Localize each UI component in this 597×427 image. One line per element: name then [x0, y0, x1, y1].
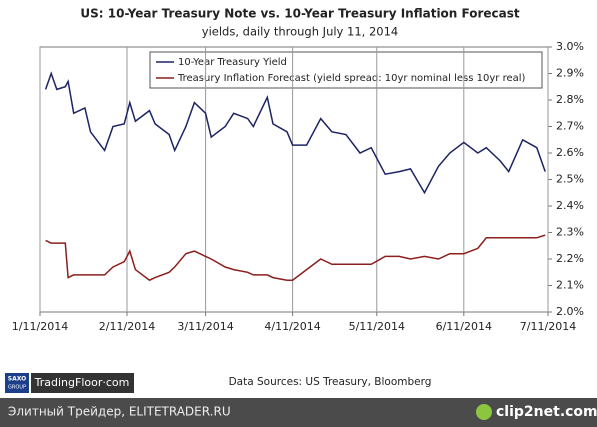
y-tick-label: 2.5%: [556, 173, 584, 186]
footer-icon: [476, 404, 492, 420]
y-tick-label: 2.6%: [556, 146, 584, 159]
footer-watermark: clip2net.com: [496, 404, 597, 420]
y-tick-label: 2.4%: [556, 199, 584, 212]
series-line: [44, 71, 546, 195]
x-tick-label: 5/11/2014: [349, 320, 405, 333]
logo-text: SAXO: [8, 376, 26, 383]
site-name: TradingFloor·com: [34, 376, 130, 389]
chart-title: US: 10-Year Treasury Note vs. 10-Year Tr…: [80, 7, 520, 21]
x-tick-label: 4/11/2014: [264, 320, 320, 333]
x-tick-label: 1/11/2014: [12, 320, 68, 333]
legend-box: [149, 51, 543, 89]
y-tick-label: 2.8%: [556, 93, 584, 106]
source: Data Sources: US Treasury, Bloomberg: [229, 376, 432, 388]
saxo-logo: [5, 373, 29, 393]
x-tick-label: 6/11/2014: [436, 320, 492, 333]
y-tick-label: 2.1%: [556, 279, 584, 292]
legend-label: Treasury Inflation Forecast (yield sprea…: [177, 73, 526, 84]
site-logo: [31, 373, 134, 393]
legend: 10-Year Treasury Yield Treasury Inflation…: [149, 51, 543, 89]
x-tick-label: 2/11/2014: [99, 320, 155, 333]
chart-subtitle: yields, daily through July 11, 2014: [202, 25, 398, 39]
y-tick-label: 2.2%: [556, 252, 584, 265]
y-tick-label: 2.0%: [556, 305, 584, 318]
y-tick-label: 2.3%: [556, 226, 584, 239]
y-tick-label: 2.7%: [556, 120, 584, 133]
x-tick-label: 3/11/2014: [177, 320, 233, 333]
y-tick-label: 2.9%: [556, 67, 584, 80]
legend-label: 10-Year Treasury Yield: [178, 57, 287, 68]
series-line: [45, 234, 546, 282]
footer-bar: [0, 398, 597, 427]
y-tick-label: 3.0%: [556, 40, 584, 53]
x-tick-label: 7/11/2014: [520, 320, 576, 333]
logo-text: GROUP: [8, 385, 26, 391]
footer-text: Элитный Трейдер, ELITETRADER.RU: [8, 405, 231, 419]
